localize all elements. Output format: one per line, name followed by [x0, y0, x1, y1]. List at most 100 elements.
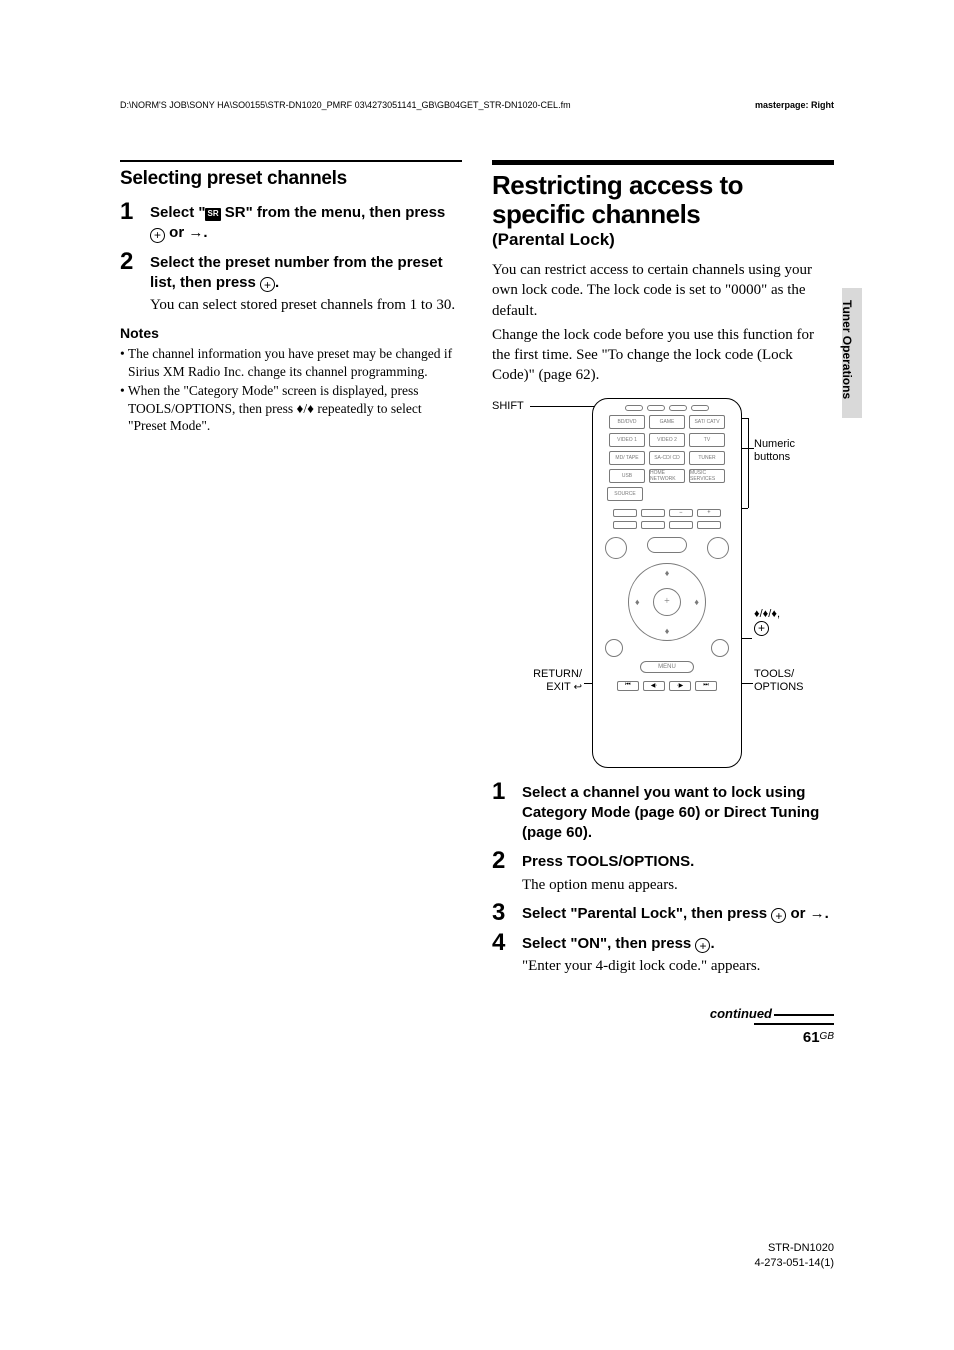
text: . [710, 935, 714, 952]
remote-button: MUSIC SERVICES [689, 469, 725, 483]
file-path: D:\NORM'S JOB\SONY HA\SO0155\STR-DN1020_… [120, 100, 571, 110]
remote-button: HOME NETWORK [649, 469, 685, 483]
step-text: Select "Parental Lock", then press + or … [522, 905, 829, 922]
text: Select "ON", then press [522, 935, 695, 952]
step-body: Select "ON", then press +. "Enter your 4… [522, 931, 834, 977]
label-dpad: ♦/♦/♦, + [754, 608, 780, 636]
page-title: Restricting access to specific channels [492, 171, 834, 228]
remote-button: MD/ TAPE [609, 451, 645, 465]
step-number: 3 [492, 901, 510, 925]
remote-button [647, 405, 665, 411]
step-body: Select the preset number from the preset… [150, 250, 462, 316]
step-body: Select "Parental Lock", then press + or … [522, 901, 834, 924]
text: . [275, 274, 279, 291]
text: . [203, 224, 207, 241]
step-body: Press TOOLS/OPTIONS. The option menu app… [522, 849, 834, 895]
remote-button [641, 521, 665, 529]
step-text: Select the preset number from the preset… [150, 254, 443, 291]
text: continued [710, 1006, 772, 1021]
remote-button [641, 509, 665, 517]
remote-button: GAME [649, 415, 685, 429]
text: Select the preset number from the preset… [150, 254, 443, 291]
label-return: RETURN/EXIT ↩ [492, 668, 582, 694]
step-number: 4 [492, 931, 510, 955]
remote-button: VIDEO 2 [649, 433, 685, 447]
text: or [786, 905, 809, 922]
step-number: 2 [120, 250, 138, 274]
dpad: ♦ ♦ ♦ ♦ + [628, 563, 706, 641]
header-path: masterpage: Right D:\NORM'S JOB\SONY HA\… [120, 100, 834, 111]
step-text: Select "SR SR" from the menu, then press… [150, 204, 445, 241]
step-number: 2 [492, 849, 510, 873]
enter-icon: + [771, 908, 786, 923]
remote-button: SOURCE [607, 487, 643, 501]
step-body: Select a channel you want to lock using … [522, 780, 834, 844]
text: Select "Parental Lock", then press [522, 905, 771, 922]
return-icon: ↩ [574, 682, 582, 694]
text: ♦/♦/♦, [754, 608, 780, 620]
remote-button: SAT/ CATV [689, 415, 725, 429]
step-number: 1 [120, 200, 138, 224]
label-numeric: Numeric buttons [754, 438, 834, 464]
step-subtext: The option menu appears. [522, 875, 834, 895]
label-shift: SHIFT [492, 400, 524, 413]
left-column: Selecting preset channels 1 Select "SR S… [120, 160, 462, 1046]
remote-button: SA-CD/ CD [649, 451, 685, 465]
text: . [825, 905, 829, 922]
notes-heading: Notes [120, 325, 462, 341]
remote-button: USB [609, 469, 645, 483]
remote-button [613, 521, 637, 529]
step-3: 3 Select "Parental Lock", then press + o… [492, 901, 834, 925]
step-1: 1 Select a channel you want to lock usin… [492, 780, 834, 844]
remote-button [669, 405, 687, 411]
remote-button [647, 537, 687, 553]
dpad-up-icon: ♦ [665, 568, 670, 578]
step-subtext: "Enter your 4-digit lock code." appears. [522, 956, 834, 976]
footer-model: STR-DN1020 [755, 1241, 835, 1255]
enter-icon: + [754, 621, 769, 636]
masterpage-label: masterpage: Right [755, 100, 834, 111]
remote-button [691, 405, 709, 411]
step-subtext: You can select stored preset channels fr… [150, 295, 462, 315]
dpad-center: + [653, 588, 681, 616]
remote-button: VIDEO 1 [609, 433, 645, 447]
enter-icon: + [260, 277, 275, 292]
remote-button [625, 405, 643, 411]
step-1: 1 Select "SR SR" from the menu, then pre… [120, 200, 462, 244]
remote-button: BD/DVD [609, 415, 645, 429]
note-item: When the "Category Mode" screen is displ… [120, 382, 462, 435]
text: specific channels [492, 199, 700, 229]
right-column: Restricting access to specific channels … [492, 160, 834, 1046]
step-text: Press TOOLS/OPTIONS. [522, 853, 694, 870]
remote-button: ◀· [643, 681, 665, 691]
side-tab: Tuner Operations [840, 300, 854, 399]
dpad-right-icon: ♦ [694, 597, 699, 607]
text: SR" from the menu, then press [221, 204, 446, 221]
continued-label: continued [492, 1006, 834, 1021]
remote-menu-button: MENU [640, 661, 694, 673]
arrow-right-icon: → [810, 905, 825, 922]
remote-button: ⏭ [695, 681, 717, 691]
step-2: 2 Select the preset number from the pres… [120, 250, 462, 316]
text: Select " [150, 204, 205, 221]
dpad-down-icon: ♦ [665, 626, 670, 636]
step-4: 4 Select "ON", then press +. "Enter your… [492, 931, 834, 977]
continued-rule [774, 1014, 834, 1016]
text: Restricting access to [492, 170, 743, 200]
remote-button: TV [689, 433, 725, 447]
footer-partnum: 4-273-051-14(1) [755, 1256, 835, 1270]
remote-body: BD/DVD GAME SAT/ CATV VIDEO 1 VIDEO 2 TV… [592, 398, 742, 768]
section-heading: Selecting preset channels [120, 168, 462, 190]
remote-button: ⏮ [617, 681, 639, 691]
remote-button [605, 639, 623, 657]
remote-button: − [669, 509, 693, 517]
note-item: The channel information you have preset … [120, 345, 462, 380]
bracket-line [748, 418, 749, 508]
enter-icon: + [150, 228, 165, 243]
content-columns: Selecting preset channels 1 Select "SR S… [120, 160, 834, 1046]
step-body: Select "SR SR" from the menu, then press… [150, 200, 462, 244]
page-subtitle: (Parental Lock) [492, 230, 834, 250]
page: masterpage: Right D:\NORM'S JOB\SONY HA\… [0, 0, 954, 1350]
remote-button [613, 509, 637, 517]
remote-button [669, 521, 693, 529]
